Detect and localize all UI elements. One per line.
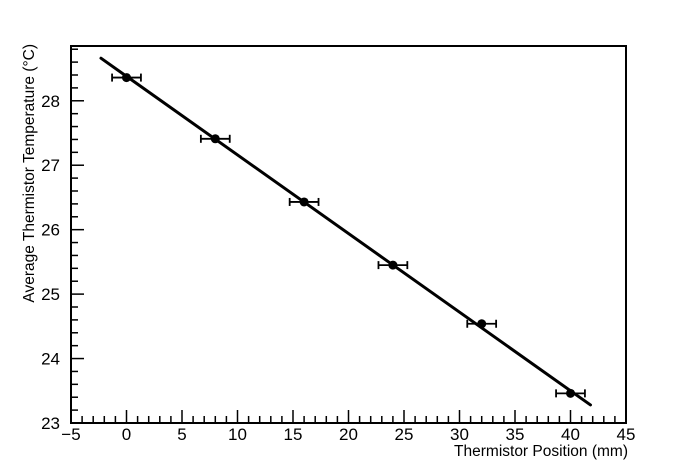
x-tick-label: 15 <box>284 425 303 444</box>
x-tick-label: −5 <box>61 425 80 444</box>
y-tick-label: 28 <box>41 92 60 111</box>
y-tick-label: 25 <box>41 285 60 304</box>
x-tick-label: 40 <box>561 425 580 444</box>
x-tick-label: 5 <box>177 425 186 444</box>
y-tick-label: 26 <box>41 221 60 240</box>
x-tick-label: 20 <box>339 425 358 444</box>
y-axis-title: Average Thermistor Temperature (°C) <box>21 44 38 303</box>
fit-line <box>99 56 592 407</box>
x-axis-title: Thermistor Position (mm) <box>454 443 628 460</box>
x-tick-label: 10 <box>228 425 247 444</box>
plot-frame <box>70 45 627 424</box>
y-tick-label: 24 <box>41 350 60 369</box>
x-tick-label: 45 <box>617 425 636 444</box>
x-tick-label: 35 <box>506 425 525 444</box>
x-tick-label: 30 <box>450 425 469 444</box>
x-tick-label: 25 <box>395 425 414 444</box>
y-tick-label: 23 <box>41 414 60 433</box>
y-tick-label: 27 <box>41 156 60 175</box>
x-tick-label: 0 <box>122 425 131 444</box>
